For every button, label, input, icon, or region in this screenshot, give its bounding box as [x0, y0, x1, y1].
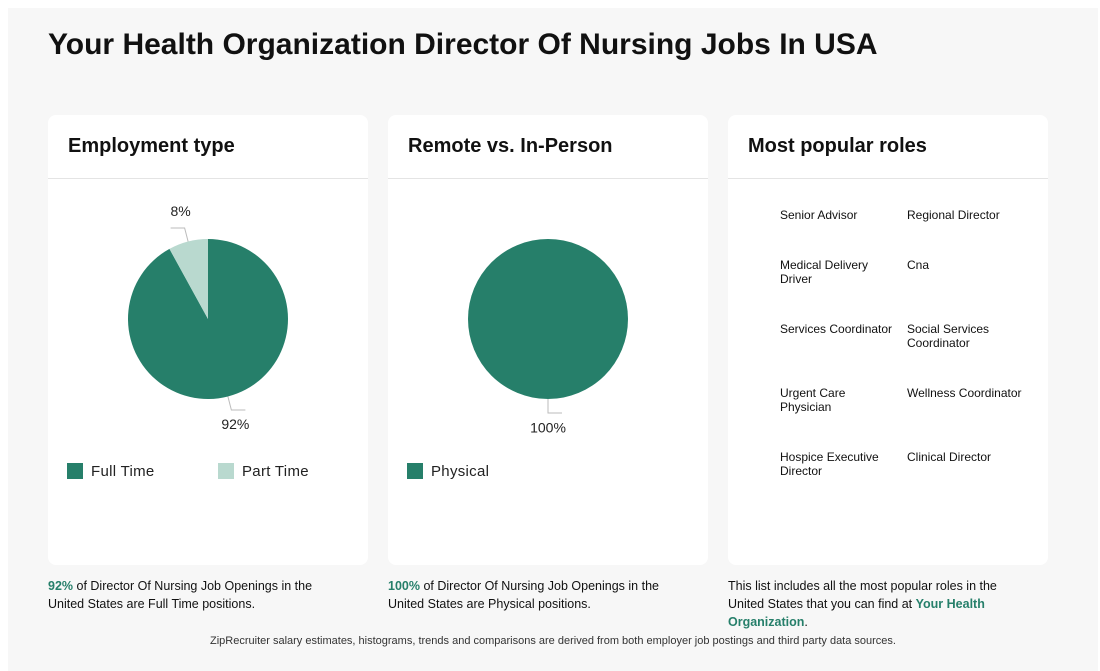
role-item: Senior Advisor — [780, 208, 858, 222]
data-label: 92% — [221, 416, 249, 432]
legend-swatch — [218, 463, 234, 479]
card-title: Remote vs. In-Person — [388, 115, 708, 179]
leader-line — [170, 227, 189, 242]
role-item: Wellness Coordinator — [907, 386, 1022, 400]
caption-text: This list includes all the most popular … — [728, 579, 997, 611]
data-label: 8% — [171, 203, 191, 219]
footer: ZipRecruiter salary estimates, histogram… — [210, 635, 896, 647]
page-title: Your Health Organization Director Of Nur… — [48, 28, 878, 61]
chart: 92% 8% Full Time Part Time — [67, 203, 309, 480]
legend-label: Physical — [431, 463, 489, 480]
caption: 92% of Director Of Nursing Job Openings … — [48, 577, 348, 613]
role-item: Hospice Executive Director — [780, 450, 879, 478]
role-item: Services Coordinator — [780, 322, 893, 336]
role-item: Clinical Director — [907, 450, 992, 464]
role-list: Senior Advisor Regional Director Medical D… — [780, 208, 1034, 514]
legend-swatch — [407, 463, 423, 479]
caption-text: of Director Of Nursing Job Openings in t… — [48, 579, 313, 611]
pie-slice — [169, 239, 208, 319]
role-item: Social Services Coordinator — [907, 322, 990, 350]
role-item: Urgent Care Physician — [780, 386, 846, 414]
caption-text: Your Health Organization — [728, 597, 985, 629]
legend-label: Part Time — [242, 463, 309, 480]
caption-text: 92% — [48, 579, 74, 593]
card: Employment type 92% 8% Full Time Part Time — [48, 115, 368, 565]
leader-line — [547, 399, 562, 414]
caption-text: of Director Of Nursing Job Openings in t… — [388, 579, 659, 611]
chart: 100% Physical — [407, 239, 628, 480]
role-item: Cna — [907, 258, 930, 272]
caption: 100% of Director Of Nursing Job Openings… — [388, 577, 688, 613]
data-label: 100% — [530, 420, 566, 436]
card: Remote vs. In-Person 100% Physical — [388, 115, 708, 565]
pie-slice — [468, 239, 628, 399]
role-item: Regional Director — [907, 208, 1000, 222]
leader-line — [227, 396, 246, 411]
role-item: Medical Delivery Driver — [780, 258, 869, 286]
caption-text: . — [804, 615, 808, 629]
page: Your Health Organization Director Of Nur… — [8, 8, 1098, 671]
legend-label: Full Time — [91, 463, 155, 480]
caption-text: 100% — [388, 579, 420, 593]
caption: This list includes all the most popular … — [728, 577, 1028, 631]
card: Most popular roles Senior Advisor Regiona… — [728, 115, 1048, 565]
card-title: Employment type — [48, 115, 368, 179]
card-title: Most popular roles — [728, 115, 1048, 179]
legend-swatch — [67, 463, 83, 479]
